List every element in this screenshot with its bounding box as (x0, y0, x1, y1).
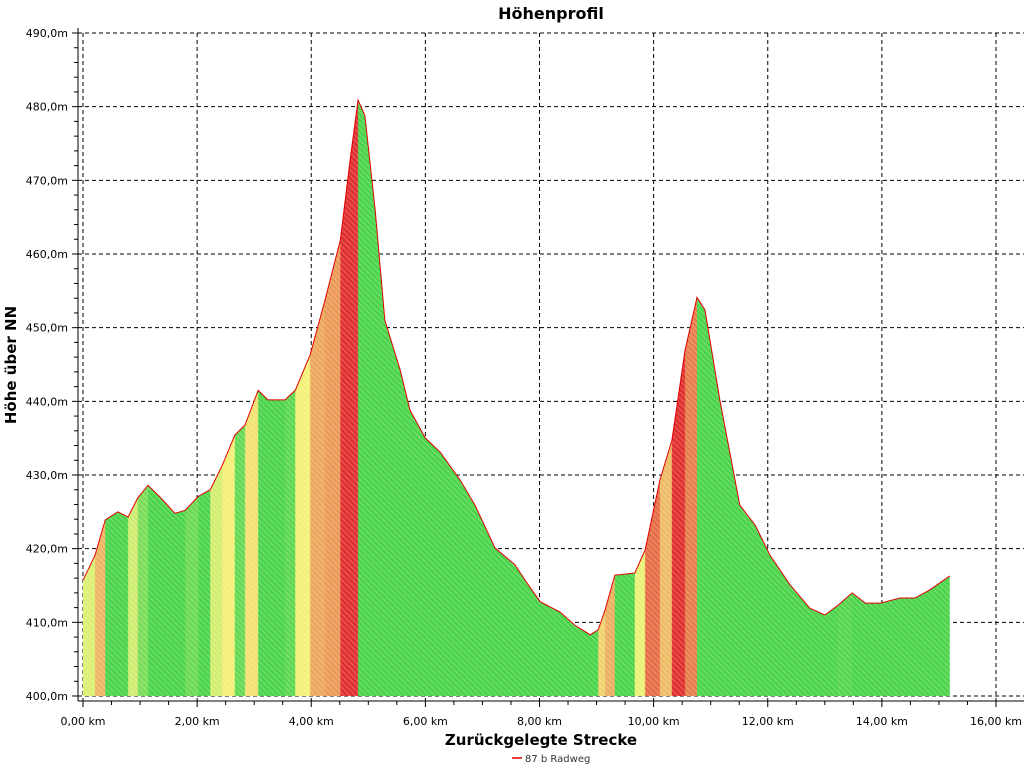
x-tick-label: 2,00 km (175, 715, 220, 728)
x-tick-label: 0,00 km (60, 715, 105, 728)
x-tick-label: 16,00 km (970, 715, 1022, 728)
area-hatch (83, 100, 950, 696)
y-tick-label: 440,0m (26, 395, 68, 408)
x-axis-label: Zurückgelegte Strecke (445, 731, 637, 749)
legend-label: 87 b Radweg (525, 754, 590, 765)
legend: 87 b Radweg (512, 754, 590, 765)
area-layer (82, 98, 951, 696)
x-tick-label: 12,00 km (742, 715, 794, 728)
y-tick-label: 480,0m (26, 101, 68, 114)
y-tick-label: 410,0m (26, 616, 68, 629)
y-tick-label: 490,0m (26, 27, 68, 40)
chart-title: Höhenprofil (498, 4, 604, 23)
axes: 400,0m 410,0m 420,0m 430,0m 440,0m 450,0m 460,… (26, 27, 1024, 728)
y-tick-label: 400,0m (26, 690, 68, 703)
y-tick-label: 420,0m (26, 543, 68, 556)
x-tick-label: 14,00 km (856, 715, 908, 728)
y-tick-label: 450,0m (26, 322, 68, 335)
x-tick-label: 6,00 km (403, 715, 448, 728)
y-tick-label: 460,0m (26, 248, 68, 261)
x-tick-label: 10,00 km (628, 715, 680, 728)
x-tick-label: 4,00 km (289, 715, 334, 728)
y-axis-label: Höhe über NN (2, 306, 20, 424)
x-tick-label: 8,00 km (517, 715, 562, 728)
y-tick-label: 430,0m (26, 469, 68, 482)
y-tick-label: 470,0m (26, 174, 68, 187)
